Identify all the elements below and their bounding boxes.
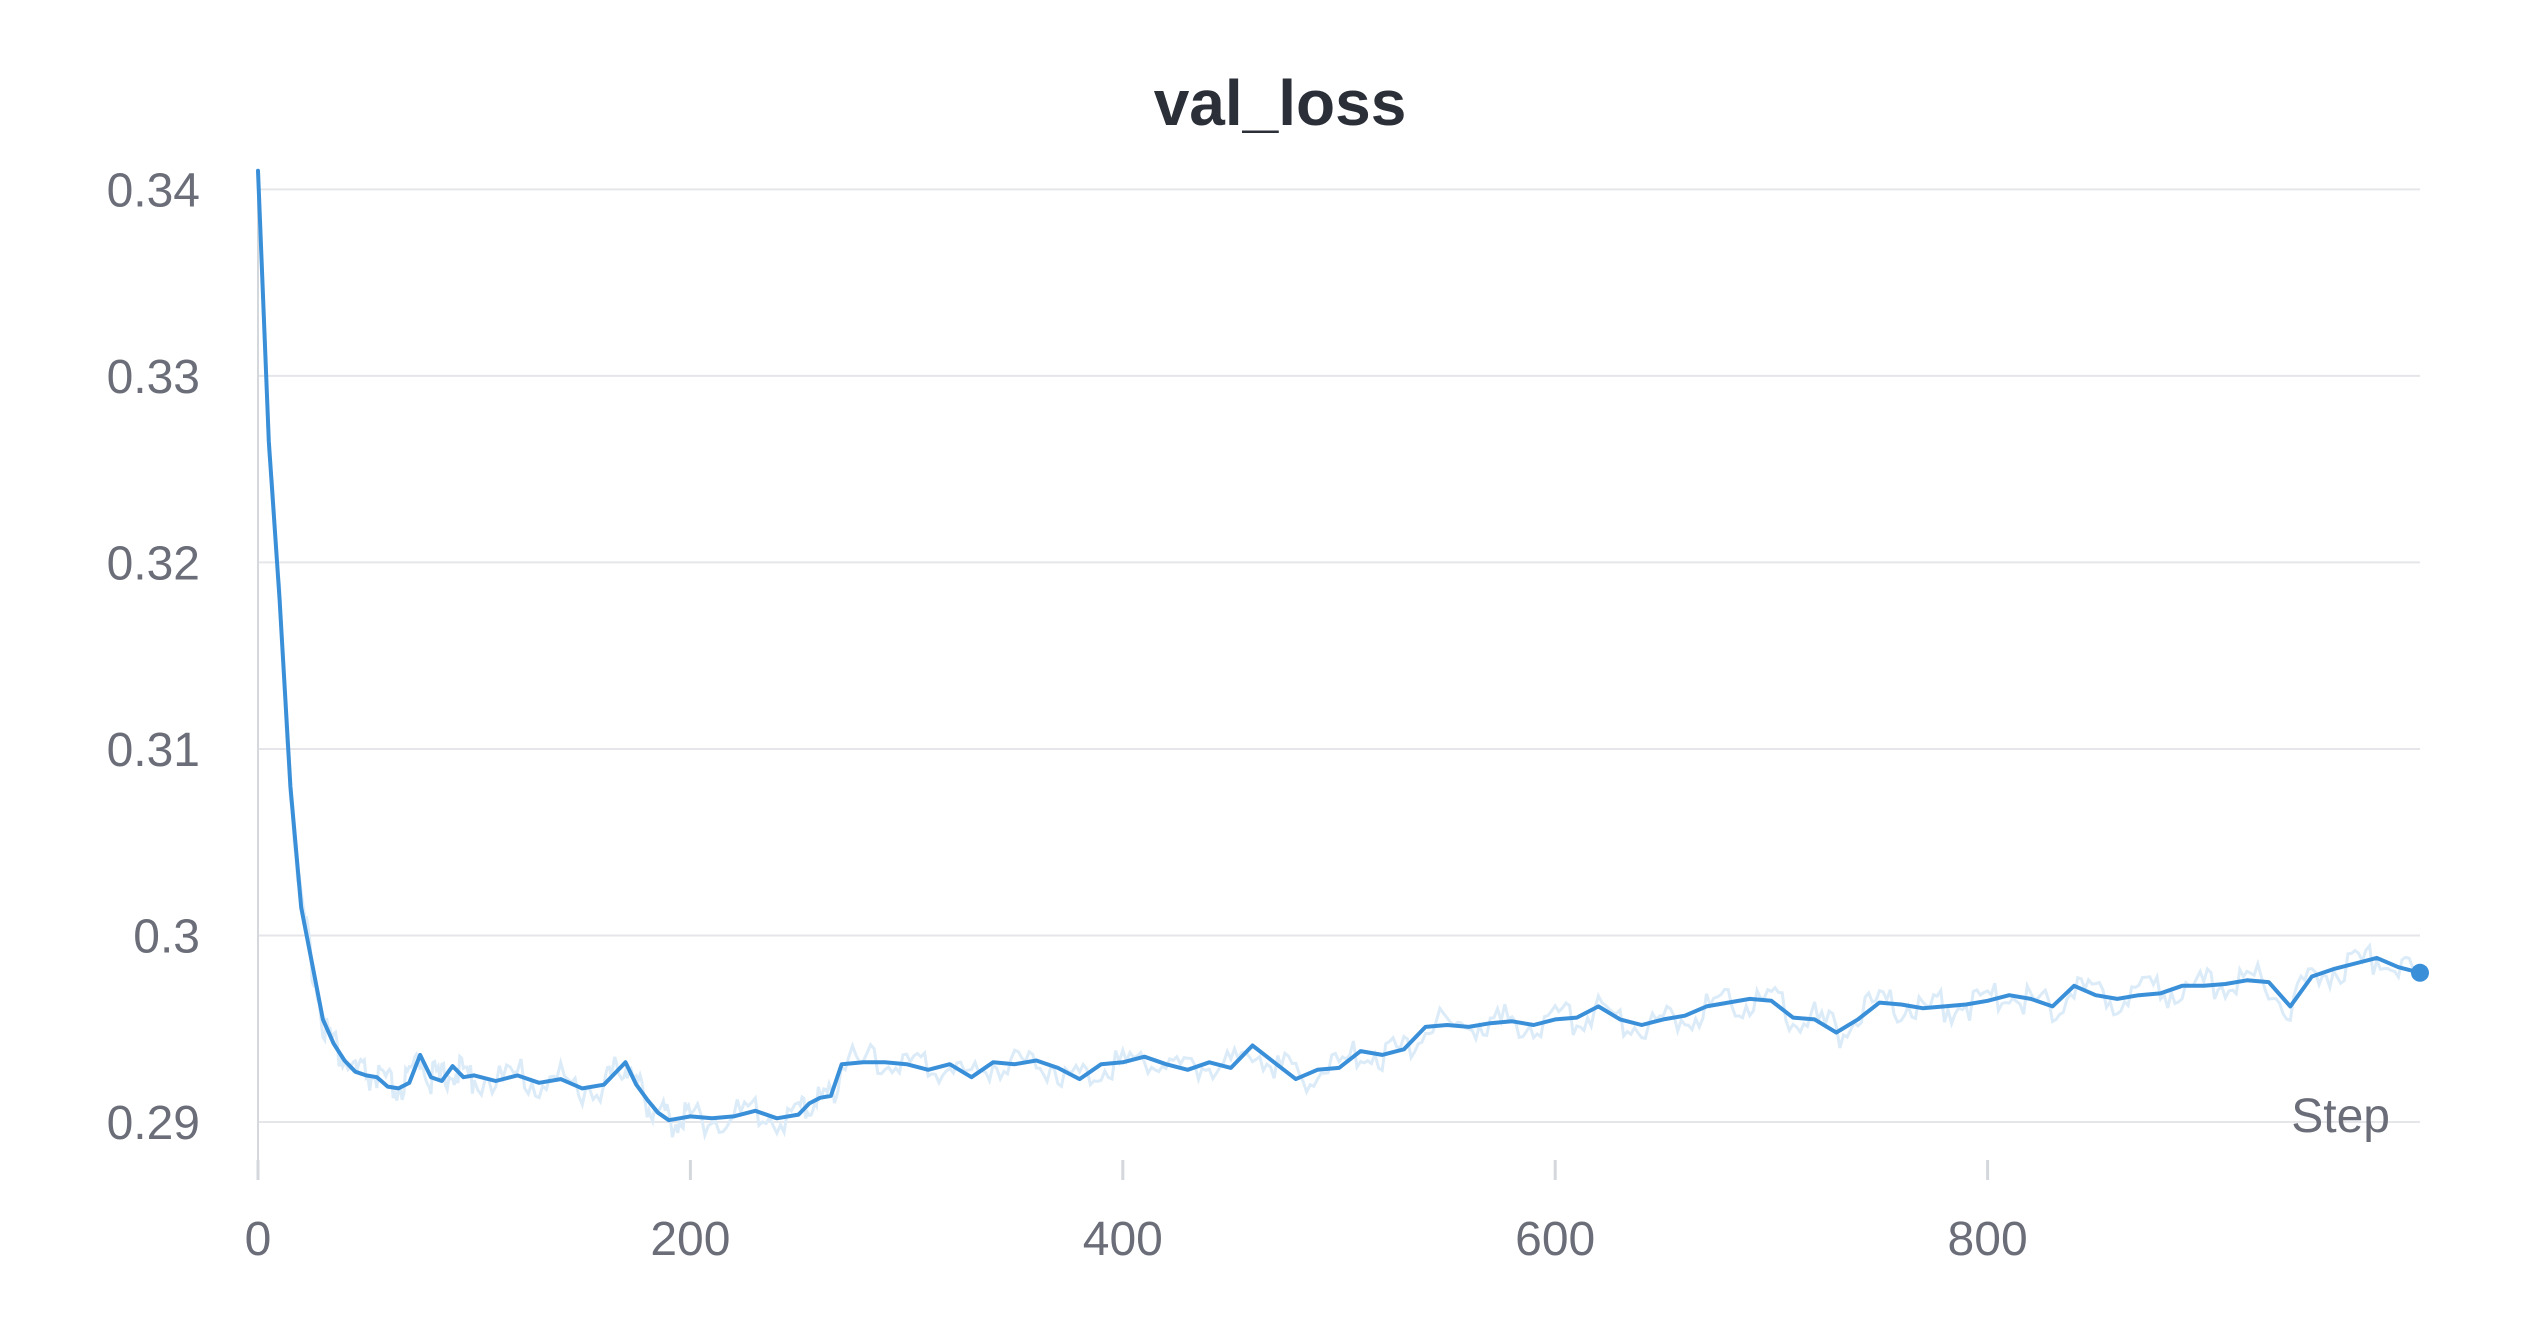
x-tick-label: 200	[650, 1213, 730, 1266]
y-tick-label: 0.33	[107, 351, 200, 404]
y-tick-label: 0.32	[107, 537, 200, 590]
x-tick-label: 400	[1083, 1213, 1163, 1266]
last-point-marker	[2411, 963, 2429, 982]
y-axis-ticks: 0.29 0.3 0.31 0.32 0.33 0.34	[107, 164, 200, 1150]
chart-title: val_loss	[1154, 67, 1407, 139]
val-loss-line	[256, 168, 2422, 1123]
y-tick-label: 0.29	[107, 1097, 200, 1150]
x-tick-label: 800	[1948, 1213, 2028, 1266]
x-axis-ticks: 0 200 400 600 800	[245, 1160, 2028, 1266]
series	[256, 168, 2429, 1123]
raw-series	[256, 170, 2422, 1141]
x-tick-label: 600	[1515, 1213, 1595, 1266]
y-tick-label: 0.3	[133, 910, 200, 963]
grid-lines	[257, 180, 2420, 1180]
y-tick-label: 0.31	[107, 724, 200, 777]
x-tick-label: 0	[245, 1213, 272, 1266]
x-axis-label: Step	[2291, 1090, 2390, 1143]
y-tick-label: 0.34	[107, 164, 200, 217]
raw-series-line	[256, 170, 2422, 1141]
